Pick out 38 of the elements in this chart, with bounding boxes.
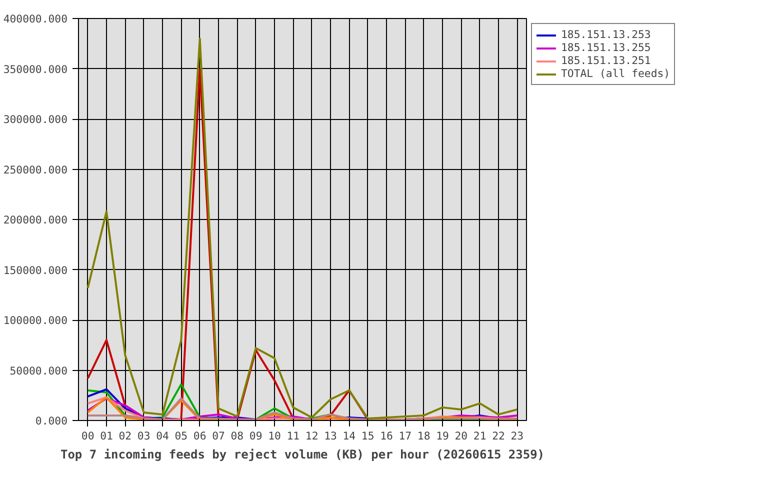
x-tick-label: 17 <box>398 430 412 442</box>
y-tick-label: 100000.000 <box>3 314 68 327</box>
x-tick-label: 16 <box>380 430 393 442</box>
legend-label: TOTAL (all feeds) <box>561 67 670 80</box>
x-tick-label: 05 <box>174 430 188 442</box>
x-tick-label: 07 <box>212 430 225 442</box>
y-tick-label: 200000.000 <box>3 214 68 226</box>
y-tick-label: 400000.000 <box>3 12 68 26</box>
y-tick-label: 50000.000 <box>10 364 68 378</box>
x-tick-label: 03 <box>137 430 150 442</box>
y-tick-label: 300000.000 <box>3 113 68 126</box>
x-tick-label: 13 <box>324 430 337 442</box>
x-tick-label: 22 <box>492 430 505 442</box>
x-axis-title: Top 7 incoming feeds by reject volume (KB) per hour (20260615 2359) <box>60 448 545 462</box>
y-tick-label: 0.000 <box>35 414 68 428</box>
x-tick-label: 14 <box>342 430 356 442</box>
x-tick-label: 19 <box>436 430 449 442</box>
x-tick-label: 06 <box>193 430 206 442</box>
x-tick-label: 23 <box>510 430 524 442</box>
x-tick-label: 08 <box>230 430 244 442</box>
y-tick-label: 350000.000 <box>3 62 68 76</box>
y-tick-label: 250000.000 <box>3 163 68 176</box>
x-tick-label: 18 <box>417 430 430 442</box>
legend-label: 185.151.13.255 <box>561 41 651 54</box>
x-tick-label: 15 <box>361 430 374 442</box>
x-tick-label: 21 <box>473 430 486 442</box>
x-tick-label: 09 <box>249 430 262 442</box>
x-tick-label: 20 <box>454 430 468 442</box>
x-tick-label: 02 <box>118 430 132 442</box>
x-tick-label: 11 <box>286 430 300 442</box>
x-tick-label: 12 <box>305 430 318 442</box>
x-tick-label: 01 <box>100 430 113 442</box>
legend-label: 185.151.13.253 <box>561 28 651 41</box>
x-tick-label: 04 <box>156 430 169 442</box>
x-tick-label: 10 <box>268 430 281 442</box>
y-tick-label: 150000.000 <box>3 264 68 277</box>
legend-label: 185.151.13.251 <box>561 54 651 67</box>
x-tick-label: 00 <box>81 430 94 442</box>
